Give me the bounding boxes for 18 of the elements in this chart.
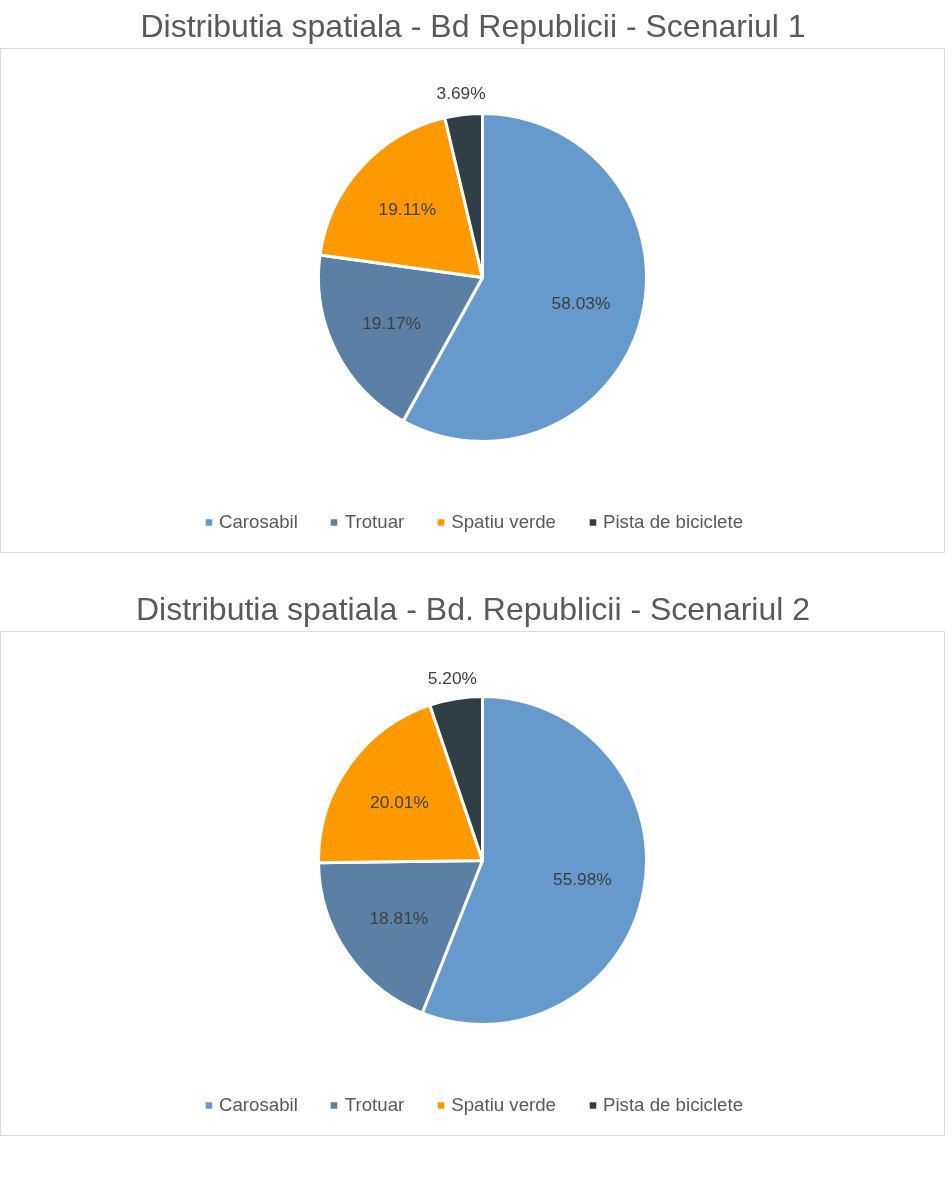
legend-label: Trotuar [344,511,405,533]
data-label: 3.69% [436,83,486,104]
data-label: 55.98% [553,869,612,890]
data-label: 58.03% [551,292,611,313]
legend-label: Carosabil [218,1094,298,1116]
legend-label: Spatiu verde [451,511,557,533]
legend-label: Trotuar [344,1094,405,1116]
legend-label: Spatiu verde [451,1094,557,1116]
data-label: 19.17% [362,313,421,334]
data-label: 20.01% [370,791,429,812]
legend-label: Pista de biciclete [603,511,744,533]
data-label: 19.11% [378,199,437,220]
data-label: 18.81% [369,908,429,929]
chart-title: Distributia spatiala - Bd. Republicii - Scenariul 2 [135,590,811,627]
legend-label: Pista de biciclete [603,1094,744,1116]
legend-label: Carosabil [218,511,298,533]
chart-title: Distributia spatiala - Bd Republicii - Scenariul 1 [140,7,806,44]
data-label: 5.20% [427,667,477,688]
